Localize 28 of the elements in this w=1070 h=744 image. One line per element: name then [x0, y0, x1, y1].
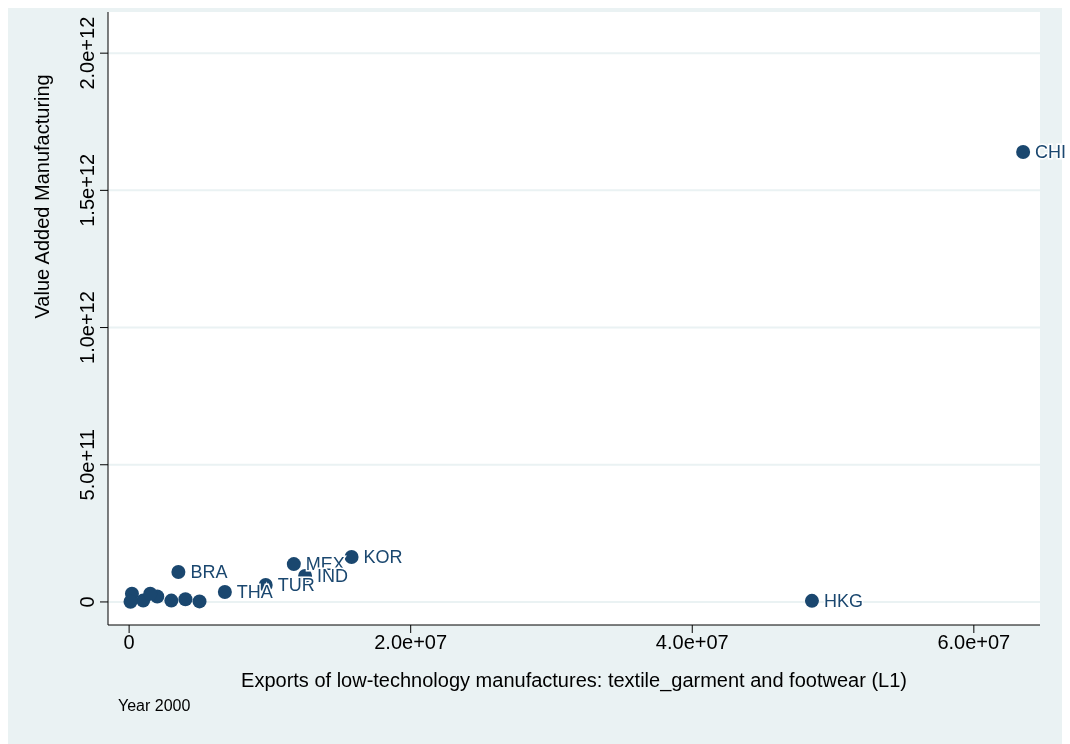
y-tick-label: 2.0e+12 [76, 16, 98, 90]
text: Year 2000 [118, 697, 191, 715]
point [192, 594, 207, 609]
point [178, 592, 193, 607]
y-tick-label: 1.5e+12 [76, 153, 98, 227]
point [171, 565, 186, 580]
point [1016, 144, 1031, 159]
data-label: HKG [823, 590, 863, 611]
y-tick-label: 1.0e+12 [76, 291, 98, 364]
x-tick-label: 4.0e+07 [655, 631, 729, 654]
data-label: KOR [363, 546, 403, 567]
x-tick-label: 6.0e+07 [937, 631, 1011, 654]
x-tick-label: 2.0e+07 [374, 631, 448, 654]
y-tick-label: 0 [76, 596, 98, 608]
point [344, 549, 359, 564]
x-axis-title: Exports of low-technology manufactures: textile_garment and footwear (L1) [241, 669, 907, 693]
point [143, 586, 158, 601]
point [286, 557, 301, 572]
data-label: TUR [277, 574, 315, 595]
point [164, 593, 179, 608]
point [123, 594, 138, 609]
y-axis-title: Value Added Manufacturing [31, 74, 54, 319]
y-tick-label: 5.0e+11 [76, 429, 98, 501]
data-label: BRA [190, 562, 228, 583]
point [217, 585, 232, 600]
data-label: CHI [1035, 141, 1067, 162]
x-tick-label: 0 [123, 631, 135, 654]
point [804, 593, 819, 608]
